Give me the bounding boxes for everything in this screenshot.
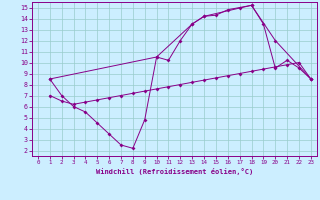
X-axis label: Windchill (Refroidissement éolien,°C): Windchill (Refroidissement éolien,°C) bbox=[96, 168, 253, 175]
